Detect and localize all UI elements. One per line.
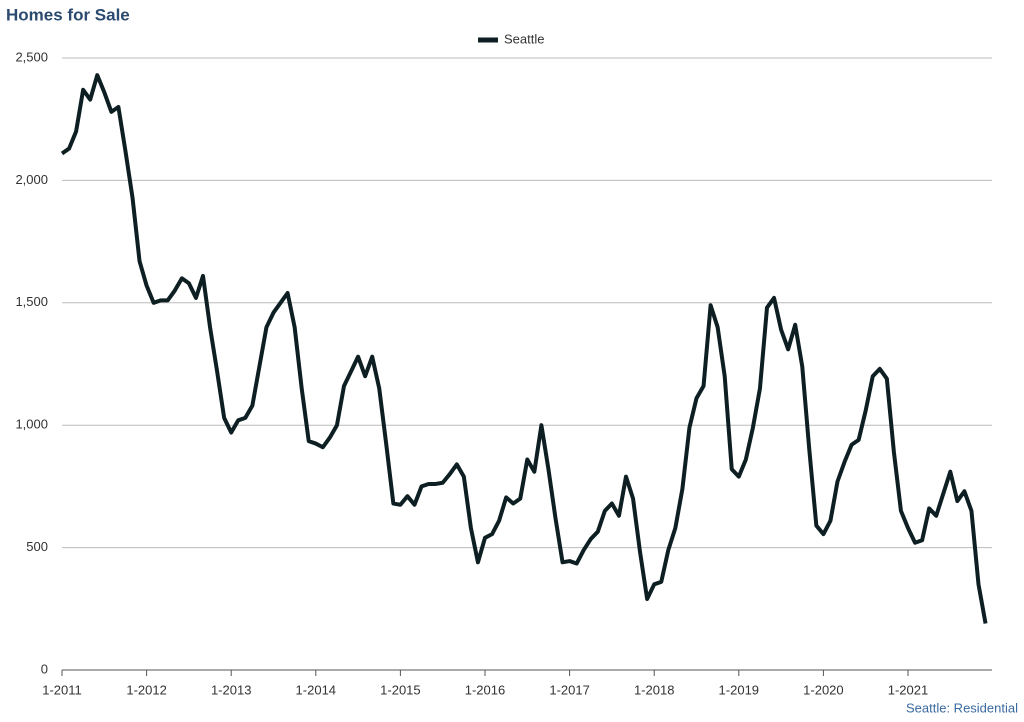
- y-tick-label: 500: [26, 539, 48, 554]
- x-tick-label: 1-2016: [465, 682, 505, 697]
- x-tick-label: 1-2013: [211, 682, 251, 697]
- x-tick-label: 1-2012: [126, 682, 166, 697]
- y-tick-label: 1,000: [15, 417, 48, 432]
- x-tick-label: 1-2014: [296, 682, 336, 697]
- x-tick-label: 1-2017: [549, 682, 589, 697]
- x-tick-label: 1-2021: [888, 682, 928, 697]
- y-tick-label: 2,500: [15, 49, 48, 64]
- annotation: Seattle: Residential: [906, 700, 1018, 715]
- y-tick-label: 1,500: [15, 294, 48, 309]
- x-tick-label: 1-2018: [634, 682, 674, 697]
- y-tick-label: 2,000: [15, 172, 48, 187]
- y-tick-label: 0: [41, 661, 48, 676]
- line: [60, 73, 988, 624]
- x-tick-label: 1-2019: [719, 682, 759, 697]
- x-tick-label: 1-2015: [380, 682, 420, 697]
- legend-label: Seattle: [504, 31, 544, 46]
- chart-title: Homes for Sale: [6, 5, 130, 24]
- x-tick-label: 1-2011: [42, 682, 82, 697]
- x-tick-label: 1-2020: [803, 682, 843, 697]
